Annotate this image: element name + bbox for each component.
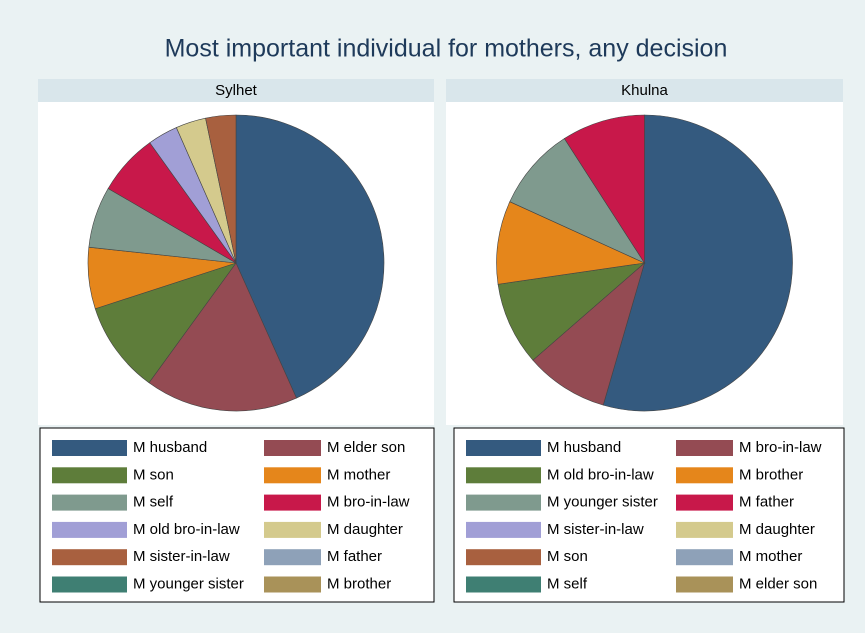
legend-swatch (264, 576, 321, 593)
panel-header (446, 79, 843, 102)
legend-label: M old bro-in-law (133, 521, 240, 538)
pie-slice (509, 138, 646, 264)
panel-title: Khulna (621, 82, 668, 99)
legend-swatch (466, 549, 541, 566)
legend-label: M mother (739, 548, 802, 565)
legend-swatch (466, 521, 541, 538)
legend-label: M brother (327, 575, 391, 592)
legend-label: M husband (547, 439, 621, 456)
legend-swatch (676, 521, 733, 538)
legend-swatch (264, 440, 321, 456)
pie-slice (532, 262, 646, 406)
pie-slice (602, 114, 793, 412)
legend-swatch (52, 467, 127, 484)
legend-swatch (52, 576, 127, 593)
legend-swatch (466, 440, 541, 456)
legend-label: M elder son (327, 439, 405, 456)
legend-label: M old bro-in-law (547, 466, 654, 483)
legend-label: M younger sister (133, 575, 244, 592)
pie-slice (94, 262, 237, 384)
legend-label: M self (547, 575, 588, 592)
legend-label: M self (133, 494, 174, 511)
legend-label: M son (547, 548, 588, 565)
legend-label: M mother (327, 466, 390, 483)
legend-swatch (52, 494, 127, 511)
panel-title: Sylhet (215, 82, 258, 99)
legend-swatch (52, 549, 127, 566)
pie-slice (235, 114, 385, 399)
pie-slice (496, 201, 646, 285)
legend-label: M daughter (327, 521, 403, 538)
legend-label: M sister-in-law (547, 521, 644, 538)
panel-header (38, 79, 434, 102)
legend-label: M father (739, 494, 794, 511)
legend-label: M elder son (739, 575, 817, 592)
pie-slice (497, 262, 646, 361)
legend-label: M brother (739, 466, 803, 483)
legend-swatch (466, 576, 541, 593)
legend-label: M bro-in-law (327, 494, 410, 511)
pie-slice (563, 114, 645, 265)
legend-label: M son (133, 466, 174, 483)
legend-swatch (264, 467, 321, 484)
pie-slice (205, 114, 237, 264)
legend-swatch (264, 521, 321, 538)
legend-swatch (676, 549, 733, 566)
legend-swatch (466, 467, 541, 484)
legend-swatch (264, 494, 321, 511)
legend-swatch (52, 440, 127, 456)
legend-label: M father (327, 548, 382, 565)
legend-swatch (466, 494, 541, 511)
legend-swatch (676, 494, 733, 511)
legend-swatch (676, 467, 733, 484)
legend-label: M bro-in-law (739, 439, 822, 456)
legend-label: M daughter (739, 521, 815, 538)
legend-box (39, 427, 435, 603)
legend-label: M sister-in-law (133, 548, 230, 565)
pie-slice (148, 262, 297, 412)
legend-swatch (52, 521, 127, 538)
legend-swatch (676, 440, 733, 456)
legend-swatch (264, 549, 321, 566)
legend-label: M younger sister (547, 494, 658, 511)
legend-box (453, 427, 845, 603)
chart-title: Most important individual for mothers, a… (165, 35, 728, 63)
legend-label: M husband (133, 439, 207, 456)
legend-swatch (676, 576, 733, 593)
